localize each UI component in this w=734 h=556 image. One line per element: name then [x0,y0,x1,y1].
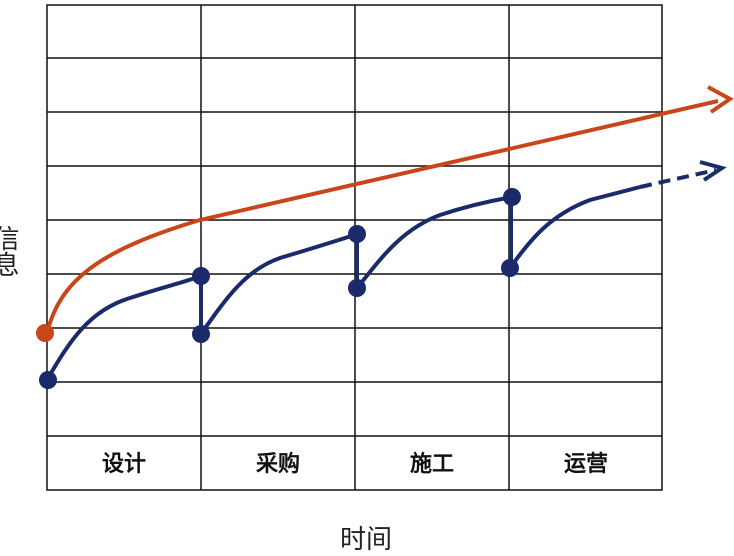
phase-label: 采购 [256,451,300,477]
phase-label: 设计 [102,452,146,477]
x-axis-label: 时间 [340,525,392,555]
orange-curve [36,85,734,342]
y-axis-label: 信息 [0,225,19,277]
phase-label: 施工 [410,451,454,477]
grid [46,4,663,491]
blue-curve [39,160,727,389]
phase-label: 运营 [564,452,608,477]
